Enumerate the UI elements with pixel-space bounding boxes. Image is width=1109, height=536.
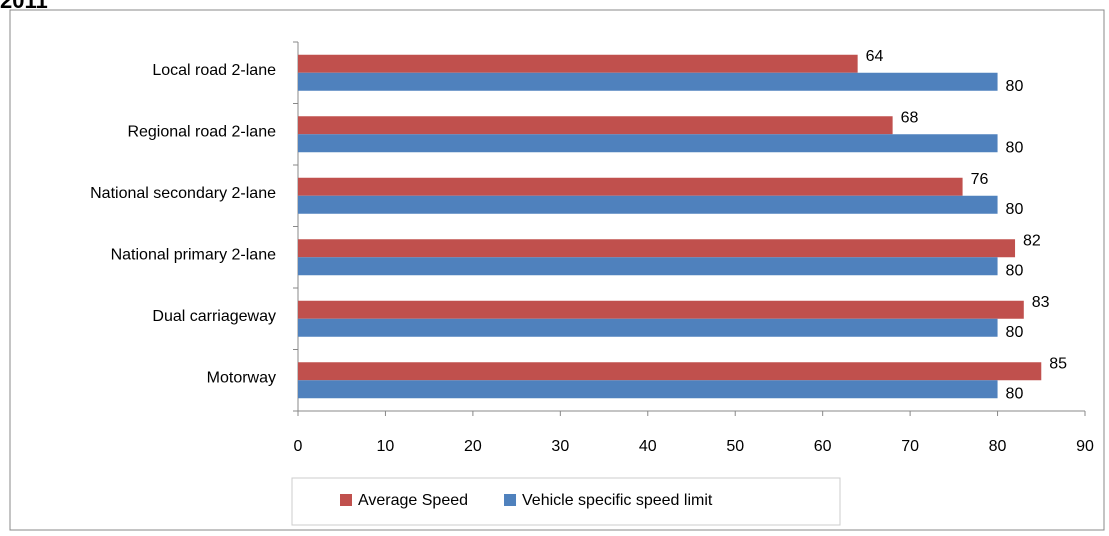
x-tick-label: 50 [726, 438, 744, 455]
bar [298, 239, 1016, 258]
bar [298, 380, 998, 399]
x-tick-label: 10 [377, 438, 395, 455]
bar [298, 54, 858, 73]
x-tick-label: 80 [989, 438, 1007, 455]
x-tick-label: 70 [901, 438, 919, 455]
y-tick-label: Regional road 2-lane [127, 123, 276, 140]
y-tick-label: Dual carriageway [152, 308, 276, 325]
data-label: 64 [866, 48, 884, 65]
x-tick-label: 40 [639, 438, 657, 455]
chart-title: 2011 [0, 0, 48, 13]
bar [298, 72, 998, 91]
y-tick-label: Motorway [207, 369, 276, 386]
bar [298, 177, 963, 196]
data-label: 80 [1006, 385, 1024, 402]
bar [298, 195, 998, 214]
y-tick-label: Local road 2-lane [152, 62, 276, 79]
data-label: 80 [1006, 324, 1024, 341]
data-label: 80 [1006, 262, 1024, 279]
x-tick-label: 20 [464, 438, 482, 455]
data-label: 85 [1049, 355, 1067, 372]
data-label: 83 [1032, 294, 1050, 311]
y-tick-label: National primary 2-lane [111, 246, 277, 263]
data-label: 80 [1006, 201, 1024, 218]
y-tick-label: National secondary 2-lane [90, 185, 276, 202]
x-tick-label: 30 [551, 438, 569, 455]
x-tick-label: 90 [1076, 438, 1094, 455]
legend-box [291, 477, 841, 526]
x-tick-label: 0 [294, 438, 303, 455]
data-label: 82 [1023, 232, 1041, 249]
data-label: 80 [1006, 78, 1024, 95]
bar [298, 300, 1024, 319]
legend-swatch [504, 494, 517, 506]
data-label: 76 [971, 171, 989, 188]
bar [298, 116, 893, 135]
data-label: 68 [901, 109, 919, 126]
legend-label: Average Speed [358, 492, 468, 509]
data-label: 80 [1006, 139, 1024, 156]
bar [298, 318, 998, 337]
bar [298, 362, 1042, 381]
bar [298, 257, 998, 276]
x-tick-label: 60 [814, 438, 832, 455]
legend-label: Vehicle specific speed limit [522, 492, 713, 509]
legend-swatch [340, 494, 352, 506]
bar [298, 134, 998, 153]
